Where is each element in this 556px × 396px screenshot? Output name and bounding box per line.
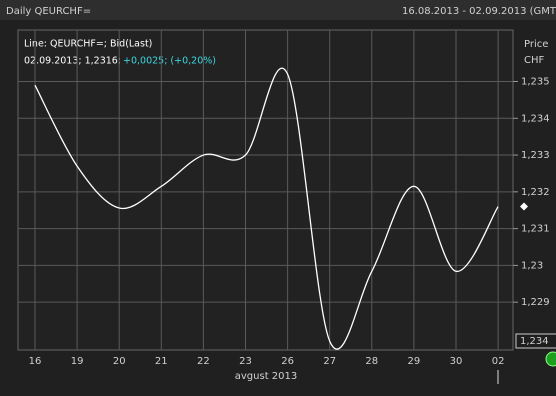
x-tick-label: 22 xyxy=(197,356,210,367)
x-tick-label: 26 xyxy=(281,356,294,367)
y-axis-unit: CHF xyxy=(524,55,545,66)
last-info: 02.09.2013; 1,2316; xyxy=(24,56,121,67)
y-axis-label: Price xyxy=(524,39,548,50)
x-tick-label: 27 xyxy=(323,356,336,367)
cursor-box xyxy=(515,333,556,349)
x-tick-label: 29 xyxy=(408,356,421,367)
price-line xyxy=(34,67,499,350)
y-tick-label: 1,23 xyxy=(521,260,543,271)
x-tick-label: 20 xyxy=(113,356,126,367)
change-info: +0,0025; (+0,20%) xyxy=(123,56,216,67)
x-tick-label: 16 xyxy=(29,356,42,367)
legend-line: Line: QEURCHF=; Bid(Last) xyxy=(24,39,152,50)
x-tick-label: 02 xyxy=(492,356,505,367)
x-tick-label: 30 xyxy=(450,356,463,367)
y-tick-label: 1,235 xyxy=(521,76,550,87)
status-indicator[interactable] xyxy=(545,351,556,367)
y-tick-label: 1,233 xyxy=(521,150,550,161)
y-tick-label: 1,234 xyxy=(521,113,550,124)
x-tick-label: 19 xyxy=(71,356,84,367)
x-tick-label: 23 xyxy=(239,356,252,367)
date-range: 16.08.2013 - 02.09.2013 (GMT xyxy=(402,6,556,17)
last-price-marker xyxy=(520,202,528,211)
x-axis-label: avgust 2013 xyxy=(235,371,298,382)
x-tick-label: 21 xyxy=(155,356,168,367)
y-tick-label: 1,229 xyxy=(521,297,550,308)
x-tick-label: 28 xyxy=(365,356,378,367)
cursor-label: 1,234 xyxy=(520,336,549,347)
chart-title: Daily QEURCHF= xyxy=(6,6,91,17)
y-tick-label: 1,231 xyxy=(521,224,550,235)
plot-area xyxy=(17,29,514,351)
y-tick-label: 1,232 xyxy=(521,187,550,198)
title-bar xyxy=(0,0,556,20)
